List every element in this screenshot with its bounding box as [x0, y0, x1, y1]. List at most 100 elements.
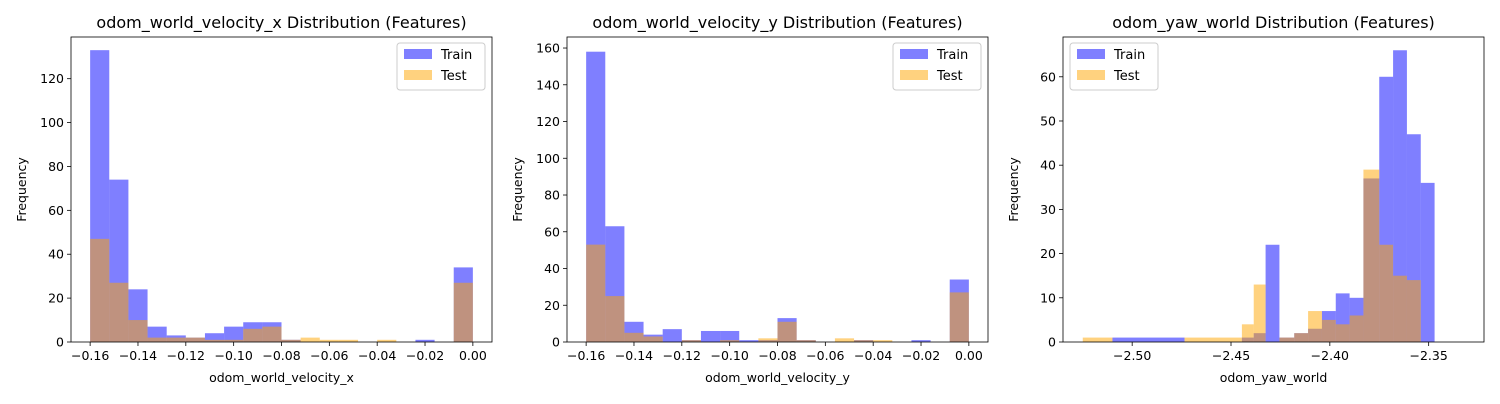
train-bar [662, 329, 682, 342]
test-bar [1393, 275, 1407, 342]
x-tick-label: −0.14 [615, 348, 653, 363]
test-bar [453, 282, 473, 342]
x-tick-label: −2.35 [1410, 348, 1448, 363]
legend-swatch [900, 49, 928, 59]
y-tick-label: 80 [48, 159, 64, 174]
test-bar [873, 340, 893, 342]
test-bar [1308, 311, 1322, 342]
test-bar [834, 338, 855, 342]
legend-swatch [404, 70, 432, 80]
y-tick-label: 0 [552, 335, 560, 350]
y-tick-label: 60 [48, 203, 64, 218]
legend-label: Test [936, 69, 963, 84]
x-tick-label: −0.12 [167, 348, 205, 363]
y-tick-label: 60 [544, 224, 560, 239]
test-bar [586, 244, 606, 342]
x-tick-label: −0.08 [758, 348, 796, 363]
y-tick-label: 120 [536, 114, 560, 129]
test-bar [777, 321, 797, 342]
test-bar [1406, 280, 1421, 342]
y-tick-label: 40 [48, 247, 64, 262]
test-bar [109, 282, 129, 342]
test-bar [224, 339, 244, 342]
y-tick-label: 30 [1040, 202, 1056, 217]
test-bar [1363, 169, 1380, 342]
axes-frame [1062, 36, 1485, 343]
y-tick-label: 40 [1040, 158, 1056, 173]
x-tick-label: −0.08 [262, 348, 300, 363]
legend: Train Test [892, 42, 982, 91]
train-bar [1112, 337, 1185, 342]
y-tick-label: 40 [544, 261, 560, 276]
legend: Train Test [396, 42, 486, 91]
x-tick-label: −2.50 [1113, 348, 1151, 363]
y-tick-label: 10 [1040, 290, 1056, 305]
y-tick-label: 80 [544, 188, 560, 203]
test-bar [1335, 324, 1350, 342]
x-tick-label: −0.10 [711, 348, 749, 363]
test-bar [1253, 284, 1266, 342]
train-bar [1265, 244, 1280, 342]
y-tick-label: 20 [48, 291, 64, 306]
test-bar [185, 337, 205, 342]
test-bar [949, 292, 969, 342]
train-bar [224, 326, 244, 342]
test-bar [204, 339, 225, 342]
legend-swatch [1077, 49, 1105, 59]
test-bar [166, 337, 186, 342]
test-bar [338, 339, 359, 342]
train-bar [720, 330, 740, 342]
x-tick-label: 0.00 [955, 348, 983, 363]
chart-title: odom_world_velocity_x Distribution (Feat… [96, 13, 466, 33]
test-bar [1294, 333, 1309, 342]
chart-title: odom_yaw_world Distribution (Features) [1112, 13, 1435, 33]
series-test [586, 244, 969, 342]
test-bar [377, 339, 397, 342]
histogram-panel-2: −0.16 −0.14 −0.12 −0.10 −0.08 −0.06 −0.04 −0.02… [510, 13, 989, 385]
test-bar [300, 337, 320, 342]
x-axis-label: odom_world_velocity_x [209, 370, 354, 385]
histogram-panel-1: −0.16 −0.14 −0.12 −0.10 −0.08 −0.06 −0.04 −0.02… [14, 13, 493, 385]
series-test [1082, 169, 1421, 342]
train-bar [204, 333, 225, 342]
series-test [90, 238, 473, 342]
x-tick-label: 0.00 [459, 348, 487, 363]
test-bar [1241, 324, 1254, 342]
test-bar [1279, 337, 1295, 342]
train-bar [1393, 50, 1407, 342]
legend-label: Train [936, 48, 968, 63]
x-tick-label: −0.04 [854, 348, 892, 363]
histogram-panel-3: −2.50 −2.45 −2.40 −2.35 0 10 20 30 40 50 60 odom_ya… [1006, 13, 1485, 385]
test-bar [720, 340, 740, 342]
legend-label: Test [1113, 69, 1140, 84]
x-axis-label: odom_world_velocity_y [705, 370, 850, 385]
x-tick-label: −0.06 [806, 348, 844, 363]
legend-swatch [404, 49, 432, 59]
x-tick-label: −0.02 [406, 348, 444, 363]
test-bar [758, 338, 778, 342]
y-tick-label: 160 [536, 41, 560, 56]
chart-title: odom_world_velocity_y Distribution (Feat… [592, 13, 962, 33]
test-bar [605, 296, 625, 342]
y-tick-label: 100 [40, 115, 64, 130]
x-tick-label: −0.16 [567, 348, 605, 363]
y-tick-label: 100 [536, 151, 560, 166]
y-axis-label: Frequency [1006, 157, 1021, 222]
train-bar [415, 339, 435, 342]
test-bar [1379, 244, 1394, 342]
y-tick-label: 0 [56, 335, 64, 350]
test-bar [147, 337, 167, 342]
test-bar [643, 336, 663, 342]
x-tick-label: −0.06 [310, 348, 348, 363]
x-tick-label: −0.04 [358, 348, 396, 363]
y-axis-label: Frequency [14, 157, 29, 222]
legend: Train Test [1069, 42, 1159, 91]
test-bar [90, 238, 110, 342]
y-tick-label: 140 [536, 77, 560, 92]
y-axis-label: Frequency [510, 157, 525, 222]
y-tick-label: 0 [1048, 335, 1056, 350]
legend-swatch [900, 70, 928, 80]
train-bar [739, 340, 759, 342]
x-tick-label: −2.40 [1311, 348, 1349, 363]
